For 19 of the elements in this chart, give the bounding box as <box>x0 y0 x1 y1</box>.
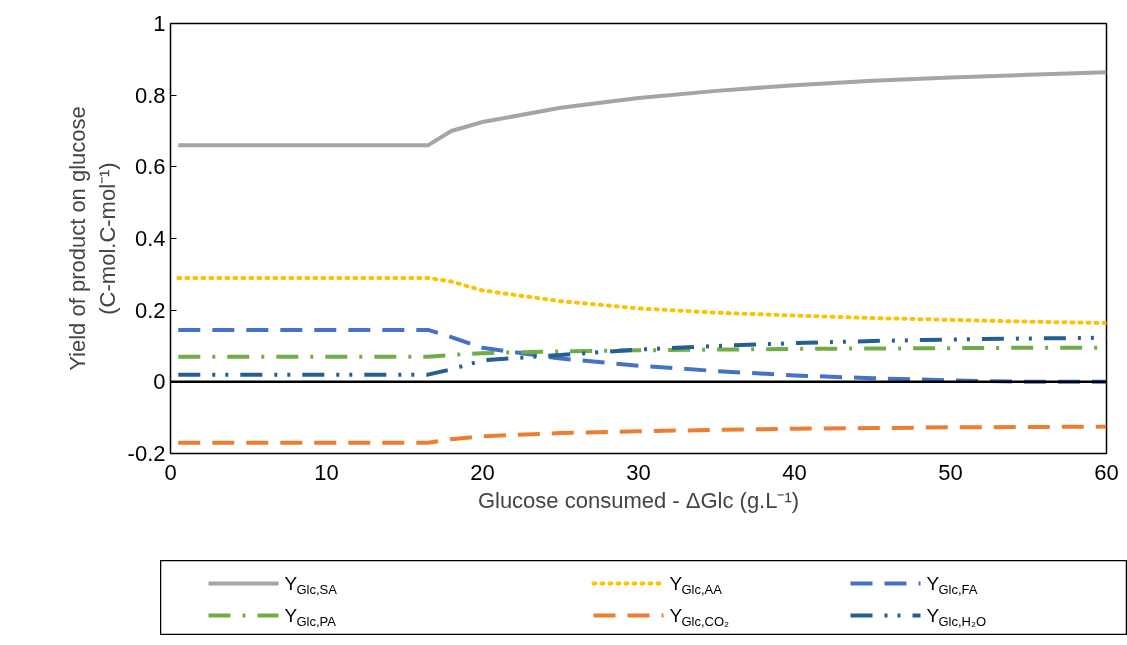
line-series <box>176 275 1107 326</box>
x-tick-label: 30 <box>626 459 651 485</box>
y-tick-label: 0.4 <box>134 226 166 251</box>
x-axis-title: Glucose consumed - ΔGlc (g.L⁻¹) <box>477 487 800 513</box>
line-series <box>176 70 1107 148</box>
x-tick-label: 50 <box>938 459 963 485</box>
y-tick-label: 0.8 <box>134 82 166 108</box>
line-series <box>176 327 1107 384</box>
x-tick-label: 40 <box>782 459 807 485</box>
x-tick-label: 10 <box>314 459 339 485</box>
y-tick-label: -0.2 <box>127 441 166 466</box>
x-tick-label: 60 <box>1094 459 1119 485</box>
x-tick-label: 20 <box>470 459 495 485</box>
y-tick-label: 0.6 <box>134 154 166 180</box>
y-tick-label: 0 <box>153 369 166 395</box>
y-tick-label: 1 <box>153 11 166 36</box>
y-axis-title: Yield of product on glucose (C-mol.C-mol⁻¹) <box>64 106 120 371</box>
y-tick-label: 0.2 <box>134 297 166 323</box>
line-series <box>176 424 1107 445</box>
